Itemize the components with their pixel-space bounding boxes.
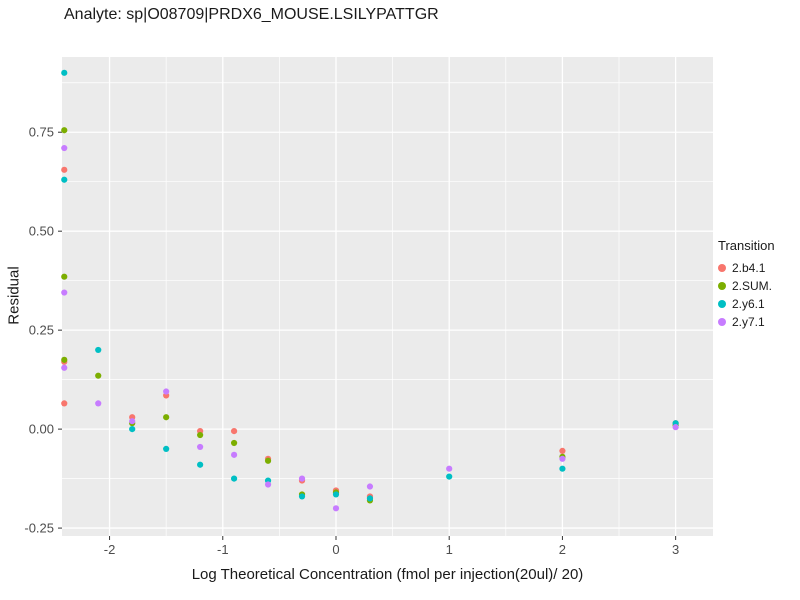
legend-item: 2.y7.1 xyxy=(718,313,775,331)
data-point-2.y7.1 xyxy=(672,424,679,431)
x-tick-label: -2 xyxy=(104,542,116,557)
y-tick-label: 0.00 xyxy=(29,422,54,437)
legend-item-label: 2.y6.1 xyxy=(732,297,765,311)
data-point-2.y6.1 xyxy=(366,495,374,502)
y-tick-label: 0.50 xyxy=(29,224,54,239)
data-point-2.y6.1 xyxy=(332,491,340,498)
data-point-2.SUM. xyxy=(61,273,68,280)
data-point-2.y6.1 xyxy=(559,465,566,472)
data-point-2.b4.1 xyxy=(230,427,238,435)
x-tick-label: 1 xyxy=(446,542,453,557)
y-tick-label: -0.25 xyxy=(24,521,54,536)
legend-item: 2.y6.1 xyxy=(718,295,775,313)
data-point-2.y7.1 xyxy=(61,364,68,371)
data-point-2.y7.1 xyxy=(230,451,238,458)
plot-panel xyxy=(62,57,713,536)
data-point-2.y7.1 xyxy=(559,455,566,462)
x-axis-label: Log Theoretical Concentration (fmol per … xyxy=(191,566,584,583)
data-point-2.y7.1 xyxy=(163,388,170,395)
data-point-2.b4.1 xyxy=(61,400,68,407)
data-point-2.y6.1 xyxy=(298,493,306,500)
x-tick-label: 0 xyxy=(332,542,339,557)
legend-item: 2.SUM. xyxy=(718,277,775,295)
y-tick-label: 0.25 xyxy=(29,323,54,338)
data-point-2.y6.1 xyxy=(61,176,68,183)
data-point-2.y6.1 xyxy=(129,426,136,433)
data-point-2.b4.1 xyxy=(559,447,566,454)
y-axis-label: Residual xyxy=(5,266,23,325)
legend-item-label: 2.b4.1 xyxy=(732,261,766,275)
chart-title: Analyte: sp|O08709|PRDX6_MOUSE.LSILYPATT… xyxy=(64,6,439,23)
data-point-2.y7.1 xyxy=(129,418,136,425)
data-point-2.y7.1 xyxy=(298,475,306,482)
data-point-2.b4.1 xyxy=(61,166,68,173)
y-tick-label: 0.75 xyxy=(29,125,54,140)
legend: Transition 2.b4.1 2.SUM. 2.y6.1 2.y7.1 xyxy=(718,238,775,331)
data-point-2.SUM. xyxy=(197,431,204,439)
x-tick-label: -1 xyxy=(217,542,229,557)
data-point-2.y7.1 xyxy=(197,443,204,451)
data-point-2.y7.1 xyxy=(61,144,68,152)
x-tick-label: 2 xyxy=(559,542,566,557)
data-point-2.SUM. xyxy=(61,127,68,134)
data-point-2.SUM. xyxy=(264,457,272,464)
data-point-2.y6.1 xyxy=(197,461,204,468)
data-point-2.SUM. xyxy=(163,414,170,421)
legend-swatch-icon xyxy=(718,300,726,308)
data-point-2.y7.1 xyxy=(61,289,68,296)
data-point-2.y6.1 xyxy=(446,473,453,480)
legend-item-label: 2.y7.1 xyxy=(732,315,765,329)
legend-swatch-icon xyxy=(718,264,726,272)
data-point-2.SUM. xyxy=(61,356,68,363)
data-point-2.SUM. xyxy=(95,372,102,379)
data-point-2.y6.1 xyxy=(163,445,170,453)
legend-swatch-icon xyxy=(718,318,726,326)
data-point-2.y7.1 xyxy=(264,481,272,488)
legend-title: Transition xyxy=(718,238,775,253)
legend-items: 2.b4.1 2.SUM. 2.y6.1 2.y7.1 xyxy=(718,259,775,331)
legend-swatch-icon xyxy=(718,282,726,290)
data-point-2.y6.1 xyxy=(230,475,238,482)
legend-item-label: 2.SUM. xyxy=(732,279,773,293)
data-point-2.SUM. xyxy=(230,439,238,447)
data-point-2.y7.1 xyxy=(446,465,453,472)
data-point-2.y7.1 xyxy=(366,483,374,490)
data-point-2.y6.1 xyxy=(95,346,102,354)
x-tick-label: 3 xyxy=(672,542,679,557)
data-point-2.y6.1 xyxy=(61,69,68,76)
data-point-2.y7.1 xyxy=(95,400,102,407)
legend-item: 2.b4.1 xyxy=(718,259,775,277)
data-point-2.y7.1 xyxy=(332,505,340,512)
